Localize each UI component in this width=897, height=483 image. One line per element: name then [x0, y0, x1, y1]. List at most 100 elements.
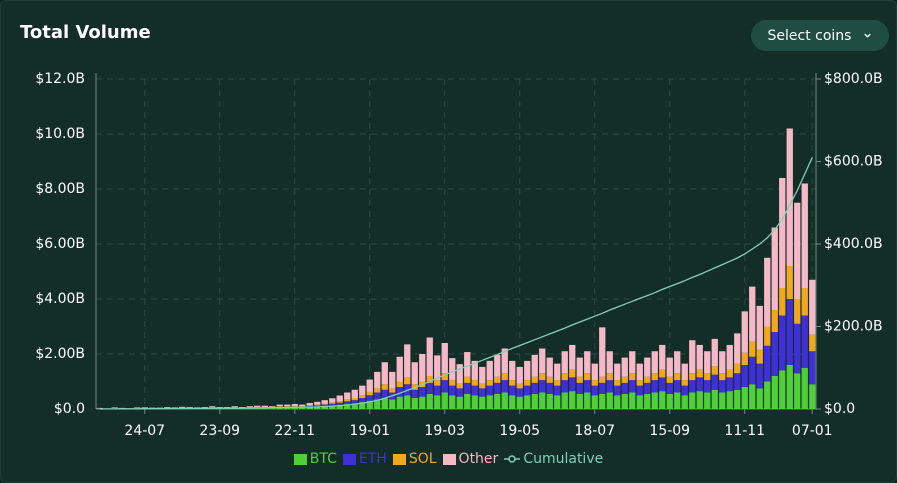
bar-segment — [471, 385, 478, 396]
bar-segment — [591, 380, 598, 386]
bar-segment — [674, 373, 681, 381]
bar-segment — [764, 381, 771, 409]
bar-segment — [494, 376, 501, 383]
bar-segment — [696, 369, 703, 378]
bar-segment — [456, 396, 463, 409]
bar-segment — [351, 398, 358, 401]
bar-segment — [674, 380, 681, 393]
bar-segment — [381, 362, 388, 385]
y2-tick-label: $0.0 — [824, 401, 855, 417]
bar-segment — [456, 388, 463, 397]
bar-segment — [711, 366, 718, 375]
bar-segment — [809, 351, 816, 385]
bar-segment — [696, 377, 703, 392]
bar-segment — [366, 379, 373, 392]
bar-segment — [254, 405, 261, 408]
bar-segment — [606, 392, 613, 409]
select-coins-button[interactable]: Select coins — [751, 20, 889, 51]
bar-segment — [389, 388, 396, 393]
bar-segment — [231, 406, 238, 408]
bar-segment — [164, 407, 171, 408]
bar-segment — [629, 380, 636, 393]
bar-segment — [599, 382, 606, 394]
bar-segment — [531, 376, 538, 383]
bar-segment — [434, 395, 441, 409]
bar-segment — [419, 354, 426, 382]
bar-segment — [719, 351, 726, 374]
legend-item[interactable]: SOL — [392, 451, 437, 467]
bar-segment — [359, 395, 366, 398]
bar-segment — [741, 365, 748, 387]
bar-segment — [314, 405, 321, 407]
bar-segment — [741, 387, 748, 409]
bar-segment — [554, 380, 561, 386]
bar-segment — [801, 367, 808, 409]
bar-segment — [96, 407, 103, 409]
cumulative-line — [99, 157, 813, 410]
bar-segment — [539, 392, 546, 409]
bar-segment — [561, 373, 568, 381]
bar-segment — [659, 377, 666, 392]
bar-segment — [321, 404, 328, 407]
bar-segment — [486, 395, 493, 409]
bar-segment — [794, 323, 801, 374]
bar-segment — [321, 400, 328, 404]
bar-segment — [771, 332, 778, 376]
bar-segment — [501, 373, 508, 381]
bar-segment — [584, 380, 591, 393]
bar-segment — [396, 387, 403, 397]
legend-item[interactable]: BTC — [293, 451, 337, 467]
bar-segment — [779, 370, 786, 409]
legend-item[interactable]: ETH — [342, 451, 387, 467]
x-tick-label: 19-05 — [499, 423, 540, 439]
bar-segment — [216, 407, 223, 408]
bar-segment — [644, 393, 651, 409]
bar-segment — [726, 344, 733, 370]
bar-segment — [756, 363, 763, 389]
bar-segment — [344, 401, 351, 405]
chart-title: Total Volume — [20, 22, 151, 43]
bar-segment — [756, 305, 763, 350]
bar-segment — [651, 373, 658, 381]
bar-segment — [366, 391, 373, 396]
bar-segment — [449, 380, 456, 386]
bar-segment — [561, 351, 568, 374]
bar-segment — [456, 383, 463, 389]
bar-segment — [606, 351, 613, 374]
bar-segment — [614, 363, 621, 381]
bar-segment — [374, 399, 381, 409]
x-tick-label: 15-09 — [649, 423, 690, 439]
bar-segment — [366, 395, 373, 401]
bar-segment — [606, 380, 613, 393]
bar-segment — [426, 376, 433, 383]
bar-segment — [291, 407, 298, 409]
bar-segment — [194, 407, 201, 408]
bar-segment — [621, 393, 628, 409]
bar-segment — [426, 382, 433, 394]
bar-segment — [674, 351, 681, 374]
bar-segment — [719, 373, 726, 381]
bar-segment — [576, 376, 583, 383]
bar-segment — [809, 279, 816, 335]
bar-segment — [531, 354, 538, 377]
bar-segment — [501, 380, 508, 393]
bar-segment — [651, 351, 658, 374]
legend-item[interactable]: Cumulative — [504, 451, 603, 467]
bar-segment — [411, 389, 418, 398]
bar-segment — [419, 396, 426, 409]
bar-segment — [456, 364, 463, 384]
bar-segment — [599, 327, 606, 377]
bar-segment — [621, 357, 628, 377]
bar-segment — [276, 407, 283, 409]
legend-item[interactable]: Other — [442, 451, 498, 467]
bar-segment — [554, 363, 561, 381]
bar-segment — [539, 348, 546, 374]
bar-segment — [186, 407, 193, 408]
bar-segment — [741, 352, 748, 365]
bar-segment — [329, 403, 336, 406]
bar-segment — [584, 373, 591, 381]
bar-segment — [269, 408, 276, 409]
bar-segment — [711, 338, 718, 367]
